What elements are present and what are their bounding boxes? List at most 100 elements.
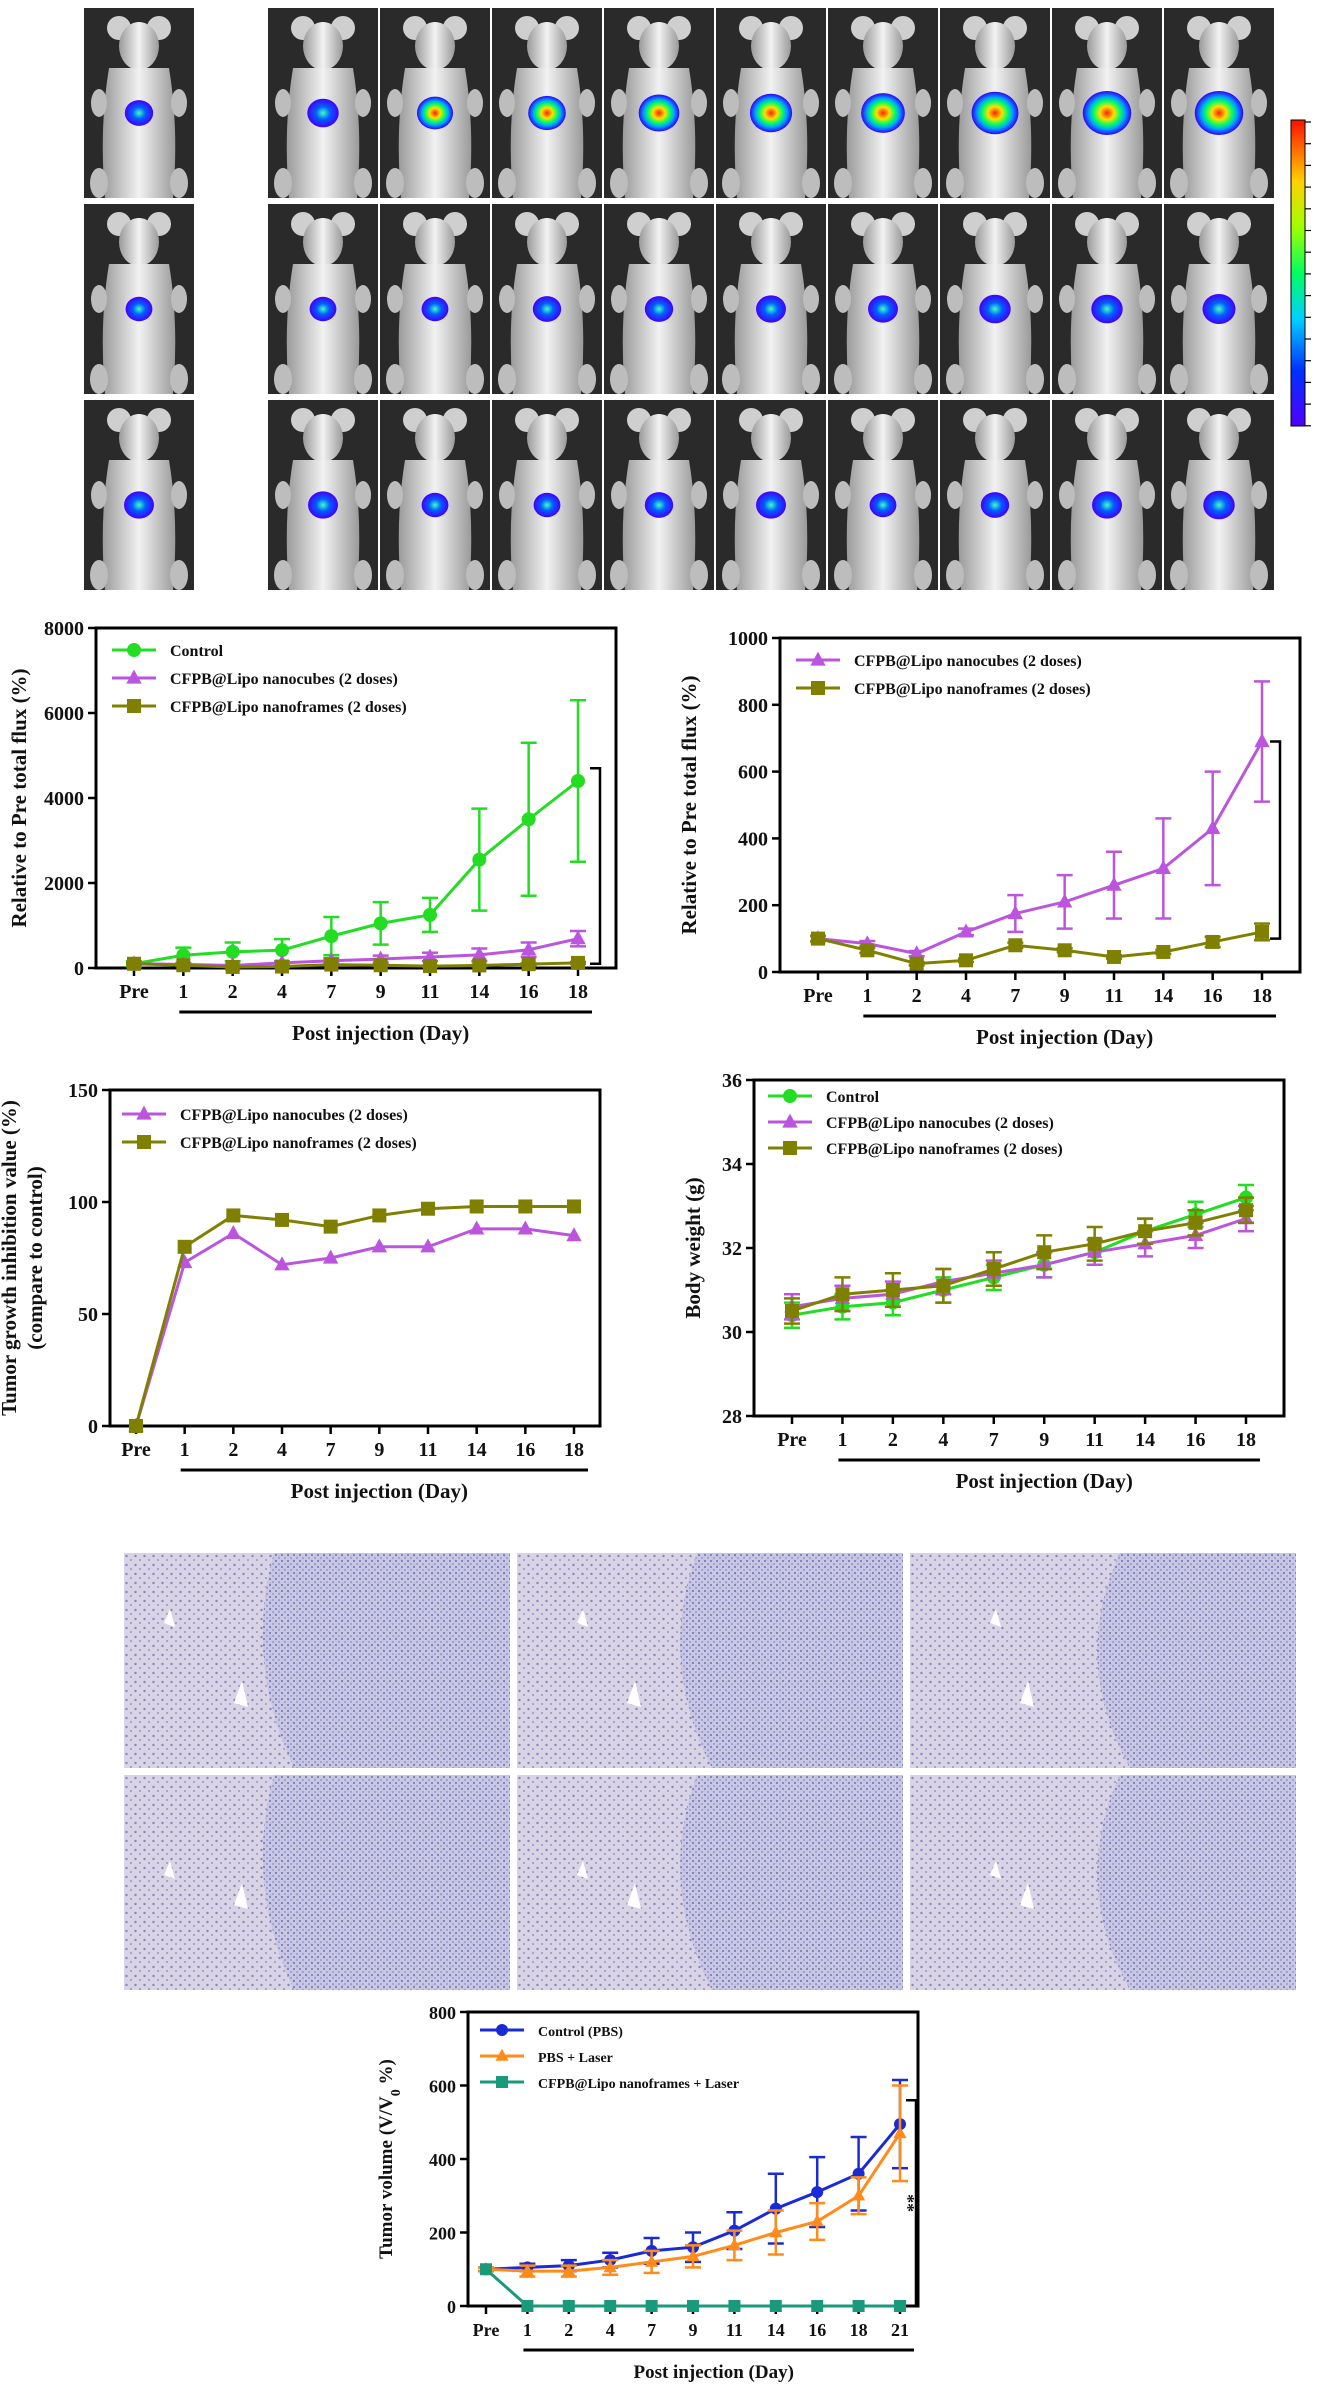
- data-point: [471, 946, 488, 961]
- data-point: [372, 1208, 387, 1223]
- legend-label: CFPB@Lipo nanocubes (2 doses): [180, 1107, 408, 1124]
- data-point: [324, 957, 339, 972]
- data-point: [1188, 1215, 1203, 1230]
- data-point: [225, 944, 240, 959]
- data-point: [852, 2188, 866, 2201]
- data-point: [1239, 1203, 1253, 1218]
- y-tick-label: 600: [738, 762, 768, 784]
- mouse-image: [84, 204, 194, 394]
- data-point: [908, 945, 925, 960]
- tumor-signal: [124, 100, 154, 126]
- data-point: [496, 2076, 508, 2088]
- legend-label: Control: [826, 1089, 880, 1106]
- x-tick-label: 18: [564, 1439, 584, 1461]
- x-tick-label: 4: [277, 1439, 287, 1461]
- tumor-signal: [421, 492, 449, 518]
- tumor-signal: [979, 294, 1011, 324]
- tumor-signal: [1194, 91, 1244, 135]
- data-point: [275, 959, 289, 974]
- y-tick-label: 4000: [44, 788, 84, 810]
- legend-label: CFPB@Lipo nanoframes (2 doses): [180, 1135, 417, 1152]
- legend-entry: PBS + Laser: [480, 2048, 613, 2066]
- data-point: [1037, 1245, 1052, 1260]
- legend-entry: Control: [112, 643, 224, 660]
- data-point: [936, 1278, 951, 1293]
- plot-frame: [108, 1088, 602, 1428]
- histology-image: [910, 1553, 1296, 1768]
- chart-body-weight: 28 30 32 34 36 Pre 1 2 4 7 9 11 14 16 18 Post injection…: [670, 1070, 1310, 1510]
- tumor-signal: [980, 492, 1010, 518]
- data-point: [520, 941, 537, 956]
- legend-label: PBS + Laser: [538, 2051, 613, 2066]
- legend-label: Control (PBS): [538, 2025, 623, 2040]
- data-point: [811, 2300, 824, 2312]
- y-tick-label: 50: [78, 1304, 98, 1326]
- x-tick-label: 11: [1085, 1429, 1104, 1451]
- y-tick-label: 200: [738, 895, 768, 917]
- y-axis-label: Body weight (g): [681, 1177, 705, 1318]
- tumor-signal: [1082, 91, 1132, 135]
- data-point: [127, 956, 141, 971]
- x-tick-label: Pre: [121, 1439, 151, 1461]
- data-point: [909, 956, 924, 971]
- histology-image: [124, 1553, 510, 1768]
- series-line: [784, 1183, 1254, 1330]
- data-point: [1087, 1236, 1102, 1251]
- y-axis-label: Tumor volume (V/V0 %): [376, 2059, 404, 2259]
- data-point: [885, 1283, 900, 1297]
- legend-label: CFPB@Lipo nanoframes (2 doses): [826, 1141, 1063, 1158]
- x-tick-label: 9: [1039, 1429, 1049, 1451]
- x-axis-label: Post injection (Day): [956, 1469, 1133, 1493]
- legend-entry: CFPB@Lipo nanoframes (2 doses): [768, 1141, 1063, 1158]
- data-point: [480, 2263, 492, 2276]
- data-point: [986, 1262, 1001, 1276]
- x-tick-label: 16: [808, 2320, 826, 2340]
- series-line: [810, 680, 1270, 960]
- series-line: [480, 2263, 906, 2312]
- data-point: [567, 1199, 581, 1214]
- tumor-signal: [307, 98, 339, 128]
- x-tick-label: 18: [1252, 985, 1272, 1007]
- y-axis-label: Tumor growth inhibition value (%): [0, 1100, 21, 1416]
- data-point: [468, 1220, 485, 1235]
- x-tick-label: 9: [689, 2320, 698, 2340]
- x-tick-label: 18: [850, 2320, 868, 2340]
- tumor-signal: [1092, 491, 1122, 519]
- x-tick-label: 18: [568, 981, 588, 1003]
- x-tick-label: 14: [467, 1439, 487, 1461]
- data-point: [421, 1201, 435, 1216]
- y-tick-label: 800: [429, 2003, 456, 2023]
- y-tick-label: 0: [447, 2297, 456, 2317]
- mouse-image: [1052, 204, 1162, 394]
- data-point: [129, 1419, 143, 1433]
- mouse-image: [604, 400, 714, 590]
- y-axis-label: Relative to Pre total flux (%): [7, 668, 31, 927]
- data-point: [570, 930, 586, 945]
- data-point: [1204, 819, 1221, 834]
- x-tick-label: 16: [1186, 1429, 1206, 1451]
- x-tick-label: 14: [767, 2320, 785, 2340]
- histology-panel: [124, 1553, 1296, 1991]
- data-point: [1056, 893, 1073, 908]
- data-point: [324, 929, 339, 944]
- data-point: [423, 907, 437, 922]
- mouse-image: [492, 400, 602, 590]
- data-point: [769, 2300, 782, 2312]
- y-axis-label: Relative to Pre total flux (%): [677, 675, 701, 934]
- chart-total-flux-treated: 0 200 400 600 800 1000 Pre 1 2 4 7 9 11 14 16 18 Post in…: [670, 622, 1310, 1066]
- data-point: [811, 681, 825, 695]
- mouse-image: [380, 400, 490, 590]
- x-tick-label: 2: [888, 1429, 898, 1451]
- x-tick-label: 1: [180, 1439, 190, 1461]
- data-point: [852, 2300, 865, 2312]
- data-point: [562, 2263, 576, 2276]
- mouse-image: [268, 8, 378, 198]
- mouse-image: [828, 204, 938, 394]
- y-tick-label: 30: [722, 1322, 742, 1344]
- data-point: [1007, 905, 1024, 920]
- y-tick-label: 32: [722, 1238, 742, 1260]
- data-point: [469, 1199, 484, 1214]
- y-tick-label: 0: [74, 958, 84, 980]
- data-point: [1107, 949, 1121, 964]
- y-tick-label: 36: [722, 1070, 742, 1092]
